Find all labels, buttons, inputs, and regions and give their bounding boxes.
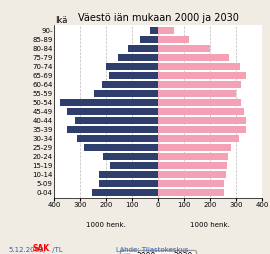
Bar xyxy=(158,81,241,88)
Bar xyxy=(94,90,158,98)
Bar xyxy=(106,63,158,70)
Bar xyxy=(77,135,158,142)
Bar xyxy=(158,126,246,133)
Bar xyxy=(158,72,246,80)
Bar xyxy=(158,135,238,142)
Bar xyxy=(158,27,174,35)
Bar xyxy=(158,108,244,116)
Bar xyxy=(99,171,158,178)
Bar xyxy=(102,81,158,88)
Bar xyxy=(128,45,158,53)
Bar xyxy=(158,180,224,187)
Bar xyxy=(84,144,158,151)
Text: 1000 henk.: 1000 henk. xyxy=(86,221,126,228)
Bar xyxy=(118,54,158,61)
Bar xyxy=(92,189,158,196)
Text: SAK: SAK xyxy=(32,244,49,253)
Bar xyxy=(158,144,231,151)
Bar xyxy=(158,117,246,124)
Text: Lähde: Tilastokeskus: Lähde: Tilastokeskus xyxy=(116,247,189,253)
Bar xyxy=(158,90,236,98)
Text: 1000 henk.: 1000 henk. xyxy=(190,221,230,228)
Bar xyxy=(109,72,158,80)
Bar xyxy=(158,63,240,70)
Bar xyxy=(158,54,230,61)
Text: /TL: /TL xyxy=(50,247,63,253)
Text: Ikä: Ikä xyxy=(55,15,68,24)
Legend: 2000, 2030: 2000, 2030 xyxy=(120,250,196,254)
Bar xyxy=(60,99,158,106)
Bar xyxy=(158,153,228,161)
Bar xyxy=(158,162,227,169)
Bar xyxy=(158,171,225,178)
Bar xyxy=(150,27,158,35)
Bar xyxy=(140,36,158,43)
Title: Väestö iän mukaan 2000 ja 2030: Väestö iän mukaan 2000 ja 2030 xyxy=(77,13,238,23)
Bar xyxy=(103,153,158,161)
Bar xyxy=(67,108,158,116)
Bar xyxy=(67,126,158,133)
Bar xyxy=(158,36,189,43)
Bar xyxy=(110,162,158,169)
Bar xyxy=(158,99,241,106)
Text: 5.12.2002/: 5.12.2002/ xyxy=(8,247,46,253)
Bar xyxy=(75,117,158,124)
Bar xyxy=(158,189,224,196)
Bar xyxy=(99,180,158,187)
Bar xyxy=(158,45,210,53)
